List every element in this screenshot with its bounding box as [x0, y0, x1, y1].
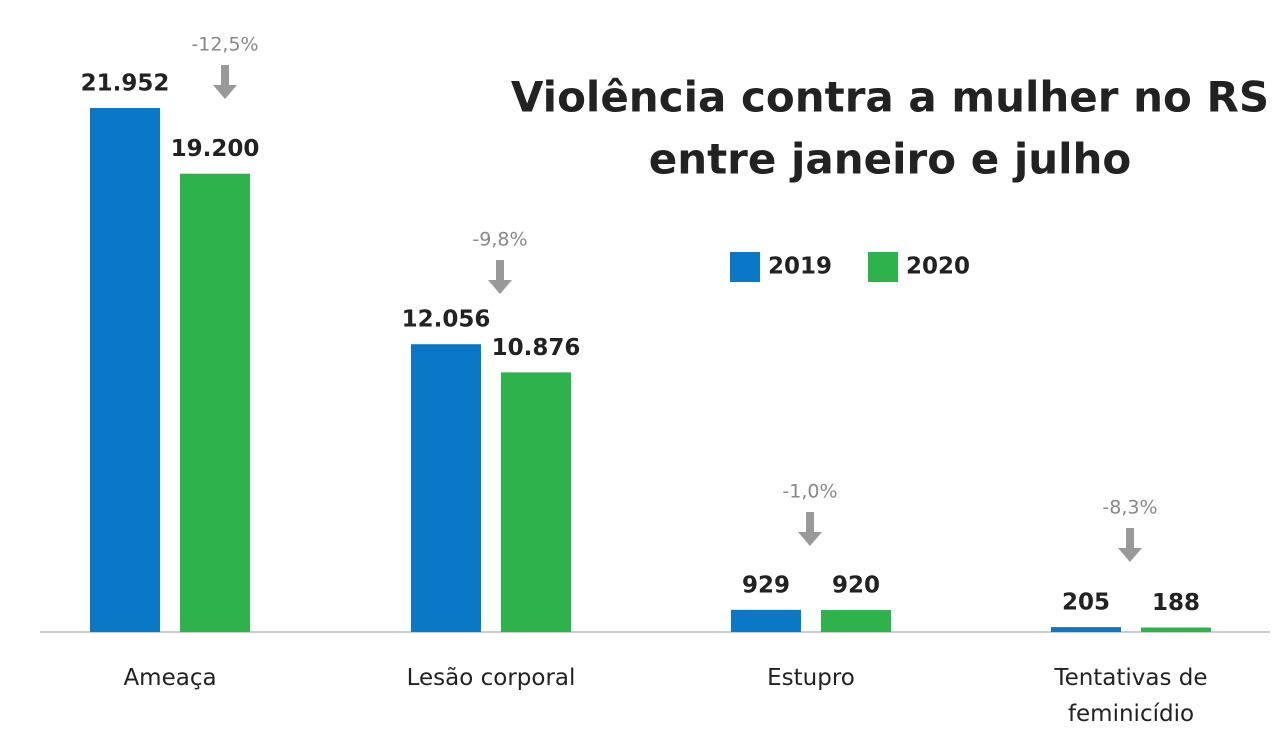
bar [90, 108, 160, 632]
legend-label: 2019 [768, 254, 832, 280]
x-tick-label: Tentativas de feminicídio [1054, 665, 1208, 727]
legend-label: 2020 [906, 254, 970, 280]
bar [821, 610, 891, 632]
bar [501, 372, 571, 632]
value-label: 205 [1062, 590, 1110, 616]
annotation: -1,0% [782, 481, 837, 503]
value-label: 10.876 [492, 335, 581, 361]
x-tick-label: Ameaça [123, 665, 217, 691]
value-label: 21.952 [81, 71, 170, 97]
annotation: -9,8% [472, 229, 527, 251]
arrow [213, 65, 237, 99]
value-label: 12.056 [402, 307, 491, 333]
x-tick-label: Estupro [767, 665, 855, 691]
chart-title: Violência contra a mulher no RS [511, 73, 1269, 122]
legend-swatch [868, 252, 898, 282]
bar [731, 609, 801, 632]
arrow [798, 512, 822, 546]
arrow [1118, 528, 1142, 562]
bar [1051, 627, 1121, 632]
x-tick-label: Lesão corporal [406, 665, 576, 691]
value-label: 929 [742, 572, 790, 598]
annotation: -12,5% [191, 34, 258, 56]
annotation: -8,3% [1102, 497, 1157, 519]
arrow [488, 260, 512, 294]
bar [1141, 627, 1211, 632]
value-label: 188 [1152, 590, 1200, 616]
bar [411, 344, 481, 632]
legend-swatch [730, 252, 760, 282]
value-label: 19.200 [171, 136, 260, 162]
value-label: 920 [832, 573, 880, 599]
chart-subtitle: entre janeiro e julho [649, 135, 1132, 184]
bar [180, 173, 250, 632]
